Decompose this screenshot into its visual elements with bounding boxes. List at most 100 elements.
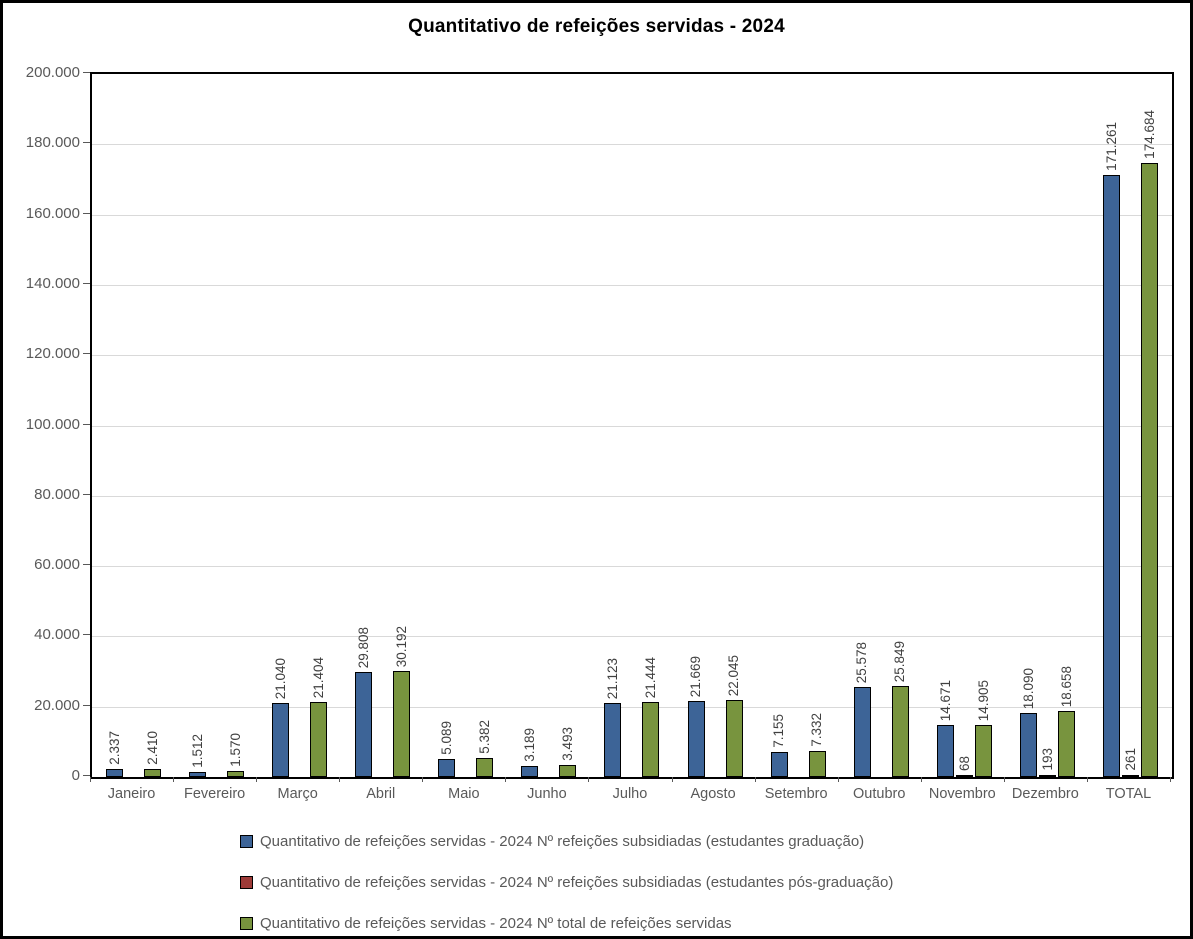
bar-slot — [457, 74, 474, 777]
x-axis-category-label: Outubro — [853, 786, 906, 802]
bar-value-label: 18.658 — [1058, 665, 1074, 707]
y-axis-tick-mark — [83, 423, 90, 425]
bar-value-label: 261 — [1122, 748, 1138, 771]
bar-slot: 21.444 — [642, 74, 660, 777]
y-axis-tick-mark — [83, 282, 90, 284]
y-axis-tick-label: 200.000 — [25, 64, 80, 81]
bar-series-1 — [604, 703, 622, 777]
x-axis-tick-mark — [920, 777, 922, 782]
bar-series-3 — [476, 758, 494, 777]
bar-group-fevereiro: 1.512 1.570 — [175, 74, 258, 777]
bar-series-1 — [272, 703, 290, 777]
x-axis-tick-mark — [1003, 777, 1005, 782]
bar-slot: 3.189 — [521, 74, 539, 777]
bar-slot — [623, 74, 640, 777]
bar-slot: 5.382 — [476, 74, 494, 777]
bar-series-3 — [1140, 163, 1158, 777]
bar-series-3 — [808, 751, 826, 777]
bar-group-março: 21.040 21.404 — [258, 74, 341, 777]
bar-slot — [790, 74, 807, 777]
bar-slot: 2.337 — [106, 74, 124, 777]
bar-value-label: 29.808 — [356, 626, 371, 668]
bar-group-dezembro: 18.090 193 18.658 — [1006, 74, 1089, 777]
y-axis-tick-label: 140.000 — [25, 274, 80, 292]
x-axis-tick-mark — [90, 777, 91, 782]
bar-series-3 — [310, 702, 328, 777]
bar-value-label: 174.684 — [1141, 110, 1157, 159]
y-axis-tick-mark — [83, 564, 90, 566]
x-axis-tick-mark — [1086, 777, 1088, 782]
legend-item-2: Quantitativo de refeições servidas - 202… — [240, 874, 893, 891]
bar-slot: 30.192 — [393, 74, 411, 777]
bar-series-1 — [770, 752, 788, 777]
bar-slot: 3.493 — [559, 74, 577, 777]
bar-series-3 — [559, 765, 577, 777]
y-axis-tick-label: 100.000 — [25, 415, 80, 433]
bar-slot: 29.808 — [355, 74, 373, 777]
x-axis-tick-mark — [837, 777, 839, 782]
gridline — [92, 214, 1172, 216]
bar-value-label: 14.671 — [937, 679, 953, 721]
y-axis-tick-mark — [83, 634, 90, 636]
bar-value-label: 171.261 — [1103, 122, 1119, 171]
bar-slot: 174.684 — [1140, 74, 1158, 777]
bar-slot: 18.090 — [1019, 74, 1037, 777]
legend-item-3: Quantitativo de refeições servidas - 202… — [240, 915, 893, 932]
bar-series-3 — [891, 686, 909, 777]
bar-slot: 2.410 — [144, 74, 162, 777]
bar-series-2 — [955, 775, 973, 777]
bar-group-abril: 29.808 30.192 — [341, 74, 424, 777]
bar-slot — [873, 74, 890, 777]
x-axis-tick-mark — [1170, 777, 1171, 782]
bar-slot: 5.089 — [438, 74, 456, 777]
bar-series-1 — [521, 766, 539, 777]
bar-series-1 — [355, 672, 373, 777]
bar-slot: 14.905 — [974, 74, 992, 777]
x-axis-category-label: Março — [277, 786, 318, 802]
x-axis-category-label: Dezembro — [1011, 786, 1079, 802]
bar-series-3 — [642, 702, 660, 777]
bar-series-1 — [1019, 713, 1037, 777]
bar-value-label: 21.444 — [643, 656, 659, 698]
x-axis-category-label: Junho — [527, 786, 567, 802]
y-axis-tick-mark — [83, 704, 90, 706]
bar-group-janeiro: 2.337 2.410 — [92, 74, 175, 777]
y-axis-tick-mark — [83, 353, 90, 355]
gridline — [92, 355, 1172, 357]
plot-area: 2.337 2.410 1.512 1.570 21.040 21.404 29.808 30… — [90, 72, 1174, 779]
gridline — [92, 495, 1172, 497]
bar-slot: 21.404 — [310, 74, 328, 777]
x-axis-tick-mark — [671, 777, 673, 782]
x-axis-tick-mark — [256, 777, 258, 782]
bar-value-label: 21.669 — [688, 655, 704, 697]
bar-value-label: 21.404 — [310, 656, 326, 698]
x-axis-category-label: TOTAL — [1105, 786, 1152, 802]
x-axis-tick-mark — [173, 777, 175, 782]
bar-value-label: 22.045 — [726, 654, 742, 696]
x-axis-tick-mark — [422, 777, 424, 782]
bar-slot: 22.045 — [725, 74, 743, 777]
bar-series-1 — [936, 725, 954, 777]
legend-label: Quantitativo de refeições servidas - 202… — [260, 874, 894, 891]
bar-group-maio: 5.089 5.382 — [424, 74, 507, 777]
y-axis-tick-mark — [83, 212, 90, 214]
bar-series-1 — [1102, 175, 1120, 777]
bar-slot: 21.040 — [272, 74, 290, 777]
x-axis-tick-mark — [339, 777, 341, 782]
bar-slot — [707, 74, 724, 777]
bar-slot — [125, 74, 142, 777]
bar-group-novembro: 14.671 68 14.905 — [923, 74, 1006, 777]
bar-group-total: 171.261 261 174.684 — [1089, 74, 1172, 777]
gridline — [92, 706, 1172, 708]
gridline — [92, 566, 1172, 568]
y-axis-tick-label: 0 — [71, 767, 80, 784]
bar-value-label: 5.382 — [477, 720, 493, 754]
bar-series-3 — [725, 700, 743, 777]
x-axis-category-label: Maio — [448, 786, 480, 802]
y-axis-tick-mark — [83, 72, 90, 73]
bar-value-label: 25.849 — [892, 640, 908, 682]
gridline — [92, 284, 1172, 286]
y-axis-tick-mark — [83, 493, 90, 495]
chart-title: Quantitativo de refeições servidas - 202… — [408, 16, 785, 37]
legend-swatch-icon — [240, 876, 253, 889]
